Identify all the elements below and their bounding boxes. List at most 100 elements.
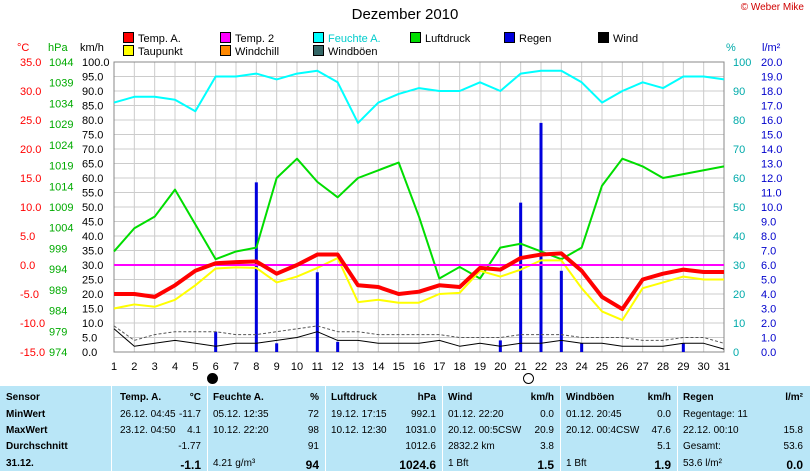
tick-label-wind: 30.0 (82, 260, 103, 272)
tick-label-day: 5 (192, 361, 198, 373)
header-wind-unit: km/h (530, 392, 554, 403)
tick-label-temp: 20.0 (20, 144, 41, 156)
tick-label-day: 28 (657, 361, 669, 373)
tick-label-pressure: 1039 (49, 78, 73, 90)
header-gust-unit: km/h (647, 392, 671, 403)
tick-label-day: 7 (233, 361, 239, 373)
stat-temp-v: 4.1 (187, 425, 201, 436)
tick-label-rain: 7.0 (761, 246, 776, 258)
tick-label-pressure: 1024 (49, 140, 73, 152)
stat-label: 31.12. (6, 458, 34, 469)
series-line-windb-en (113, 325, 725, 344)
tick-label-day: 9 (274, 361, 280, 373)
tick-label-day: 16 (413, 361, 425, 373)
stat-gust-v: 0.0 (657, 409, 671, 420)
tick-label-wind: 15.0 (82, 304, 103, 316)
credit-label[interactable]: © Weber Mike (740, 2, 804, 13)
tick-label-temp: -10.0 (20, 318, 45, 330)
rain-bar (539, 122, 543, 353)
stat-temp-v: -1.1 (180, 458, 201, 472)
tick-label-rain: 5.0 (761, 275, 776, 287)
stat-hum-t: 4.21 g/m³ (213, 458, 256, 469)
stat-gust-t: 01.12. 20:45 (566, 409, 622, 420)
tick-label-pressure: 974 (49, 347, 67, 359)
tick-label-humidity: 10 (733, 318, 745, 330)
tick-label-pressure: 999 (49, 243, 67, 255)
tick-label-rain: 17.0 (761, 101, 782, 113)
stat-gust-v: 1.9 (654, 458, 671, 472)
tick-label-humidity: 100 (733, 57, 751, 69)
stat-rain-t: 22.12. 00:10 (683, 425, 739, 436)
stat-hum-v: 98 (307, 425, 319, 436)
unit-rain: l/m² (762, 42, 781, 54)
tick-label-rain: 8.0 (761, 231, 776, 243)
tick-label-day: 4 (172, 361, 178, 373)
legend-regen: Regen (504, 32, 551, 45)
header-temp-unit: °C (189, 392, 201, 403)
tick-label-day: 21 (515, 361, 527, 373)
plot-frame (113, 61, 725, 353)
stat-hum-t: 10.12. 22:20 (213, 425, 269, 436)
stat-wind-t: 2832.2 km (448, 441, 495, 452)
tick-label-day: 15 (393, 361, 405, 373)
stat-wind-v: 20.9 (534, 425, 554, 436)
tick-label-pressure: 989 (49, 285, 67, 297)
tick-label-wind: 70.0 (82, 144, 103, 156)
full-moon-icon (207, 373, 218, 384)
tick-label-day: 12 (332, 361, 344, 373)
tick-label-day: 27 (637, 361, 649, 373)
header-hum: Feuchte A. (213, 392, 264, 403)
tick-label-pressure: 1019 (49, 161, 73, 173)
legend-swatch-icon (504, 32, 515, 43)
stat-hum-v: 94 (305, 458, 319, 472)
tick-label-wind: 35.0 (82, 246, 103, 258)
tick-label-pressure: 1014 (49, 181, 73, 193)
tick-label-temp: 15.0 (20, 173, 41, 185)
header-wind: Wind (448, 392, 473, 403)
stat-rain-t: 53.6 l/m² (683, 458, 722, 469)
tick-label-day: 30 (698, 361, 710, 373)
tick-label-rain: 4.0 (761, 289, 776, 301)
tick-label-temp: 25.0 (20, 115, 41, 127)
stat-rain-v: 0.0 (786, 458, 803, 472)
rain-bar (214, 331, 218, 352)
tick-label-humidity: 60 (733, 173, 745, 185)
stat-label: MaxWert (6, 425, 48, 436)
unit-humidity: % (726, 42, 736, 54)
tick-label-pressure: 979 (49, 326, 67, 338)
tick-label-wind: 0.0 (82, 347, 97, 359)
tick-label-day: 2 (131, 361, 137, 373)
tick-label-temp: 35.0 (20, 57, 41, 69)
stat-wind-t: 1 Bft (448, 458, 469, 469)
tick-label-day: 13 (352, 361, 364, 373)
tick-label-rain: 13.0 (761, 159, 782, 171)
tick-label-humidity: 20 (733, 289, 745, 301)
tick-label-wind: 60.0 (82, 173, 103, 185)
tick-label-temp: 5.0 (20, 231, 35, 243)
series-line-wind (113, 328, 725, 350)
stat-rain-v: 53.6 (783, 441, 803, 452)
tick-label-day: 24 (576, 361, 588, 373)
tick-label-wind: 55.0 (82, 188, 103, 200)
tick-label-day: 3 (152, 361, 158, 373)
tick-label-humidity: 80 (733, 115, 745, 127)
tick-label-day: 31 (718, 361, 730, 373)
legend-swatch-icon (313, 32, 324, 43)
rain-bar (559, 270, 563, 352)
legend-swatch-icon (220, 32, 231, 43)
tick-label-humidity: 90 (733, 86, 745, 98)
unit-pressure: hPa (48, 42, 68, 54)
tick-label-pressure: 1034 (49, 98, 73, 110)
stat-label: Durchschnitt (6, 441, 68, 452)
stat-gust-t: 20.12. 00:4CSW (566, 425, 640, 436)
tick-label-humidity: 70 (733, 144, 745, 156)
tick-label-day: 8 (253, 361, 259, 373)
rain-bar (681, 343, 685, 352)
tick-label-day: 19 (474, 361, 486, 373)
legend-feuchte: Feuchte A. (313, 32, 381, 45)
tick-label-humidity: 30 (733, 260, 745, 272)
tick-label-pressure: 984 (49, 306, 67, 318)
tick-label-rain: 3.0 (761, 304, 776, 316)
tick-label-temp: 10.0 (20, 202, 41, 214)
legend-wind: Wind (598, 32, 638, 45)
